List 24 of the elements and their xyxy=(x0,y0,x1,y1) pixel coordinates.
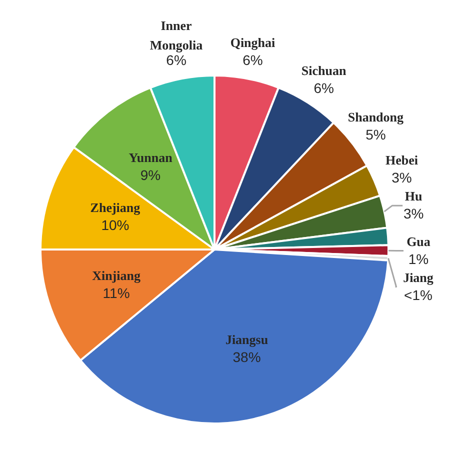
slice-label: Jiangsu xyxy=(225,332,268,347)
slice-label: Gua xyxy=(406,234,431,249)
slice-label: Hu xyxy=(404,188,422,204)
slice-label: Inner Mongolia xyxy=(150,18,204,53)
slice-label: Qinghai xyxy=(230,35,276,50)
data-label: 3% xyxy=(392,170,412,186)
slice-label: Sichuan xyxy=(301,62,347,78)
slice-label: Jiang xyxy=(403,270,434,285)
data-label: 6% xyxy=(242,52,263,68)
data-label: 9% xyxy=(140,167,161,184)
slice-label: Zhejiang xyxy=(90,200,141,216)
slice-label: Yunnan xyxy=(128,150,174,166)
slice-label: Hebei xyxy=(385,152,418,168)
data-label: 5% xyxy=(366,126,386,142)
data-label: 6% xyxy=(314,80,334,96)
data-label: 3% xyxy=(403,206,424,222)
data-label: 1% xyxy=(408,250,429,267)
slice-label: Shandong xyxy=(348,109,404,124)
data-label: 38% xyxy=(232,348,261,365)
slice-label: Xinjiang xyxy=(92,268,141,283)
data-label: 6% xyxy=(166,52,186,68)
data-label: <1% xyxy=(404,286,432,303)
data-label: 11% xyxy=(102,284,130,301)
data-label: 10% xyxy=(101,217,130,234)
